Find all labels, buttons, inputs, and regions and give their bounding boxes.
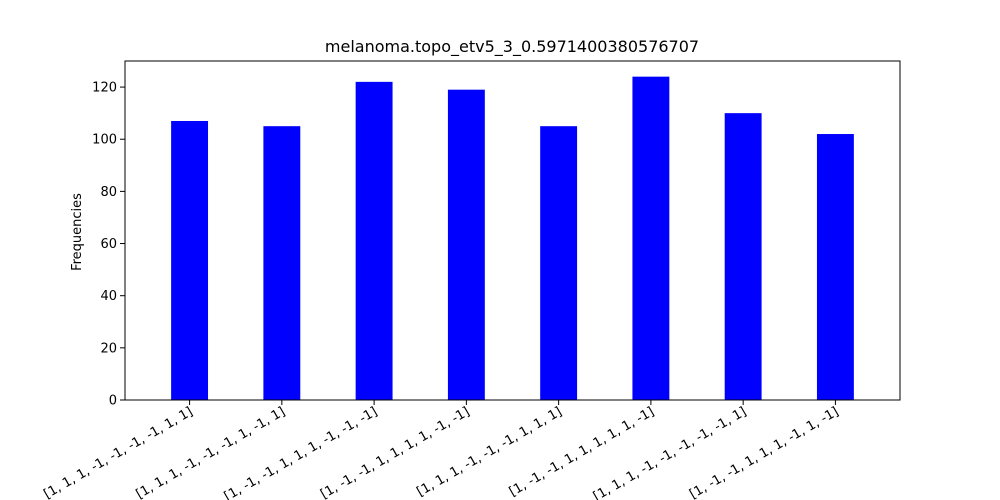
y-tick-label-0: 0 xyxy=(109,394,117,409)
bar-5 xyxy=(632,76,670,401)
y-tick-label-3: 60 xyxy=(100,237,117,252)
x-tick-label-3: [1, -1, -1, 1, 1, 1, 1, -1, -1] xyxy=(318,404,472,500)
bars-group xyxy=(171,76,854,401)
x-tick-label-7: [1, -1, -1, 1, 1, 1, -1, 1, -1] xyxy=(687,404,841,500)
x-tick-label-4: [1, 1, 1, -1, -1, -1, 1, 1, 1] xyxy=(414,404,564,499)
y-tick-label-4: 80 xyxy=(100,185,117,200)
y-tick-label-5: 100 xyxy=(92,133,117,148)
x-tick-label-5: [1, -1, -1, 1, 1, 1, 1, 1, -1] xyxy=(507,404,657,499)
x-tick-label-2: [1, -1, -1, 1, 1, 1, -1, -1, -1] xyxy=(222,404,380,500)
y-tick-label-2: 40 xyxy=(100,289,117,304)
chart-title: melanoma.topo_etv5_3_0.5971400380576707 xyxy=(325,37,699,57)
x-tick-label-1: [1, 1, 1, -1, -1, -1, 1, -1, 1] xyxy=(134,404,288,500)
bar-7 xyxy=(816,134,854,400)
y-axis: 0 20 40 60 80 100 120 xyxy=(92,81,125,409)
y-axis-label: Frequencies xyxy=(70,193,85,271)
bar-1 xyxy=(263,126,301,400)
bar-6 xyxy=(724,113,762,401)
y-tick-label-6: 120 xyxy=(92,81,117,96)
bar-4 xyxy=(540,126,578,400)
bar-3 xyxy=(447,89,485,401)
x-tick-label-6: [1, 1, 1, -1, -1, -1, -1, -1, 1] xyxy=(591,404,749,500)
y-tick-label-1: 20 xyxy=(100,341,117,356)
x-axis: [1, 1, 1, -1, -1, -1, -1, 1, 1][1, 1, 1,… xyxy=(41,400,841,500)
bar-0 xyxy=(171,120,209,400)
plot-frame xyxy=(124,60,901,401)
x-tick-label-0: [1, 1, 1, -1, -1, -1, -1, 1, 1] xyxy=(41,404,195,500)
bar-2 xyxy=(355,81,393,401)
